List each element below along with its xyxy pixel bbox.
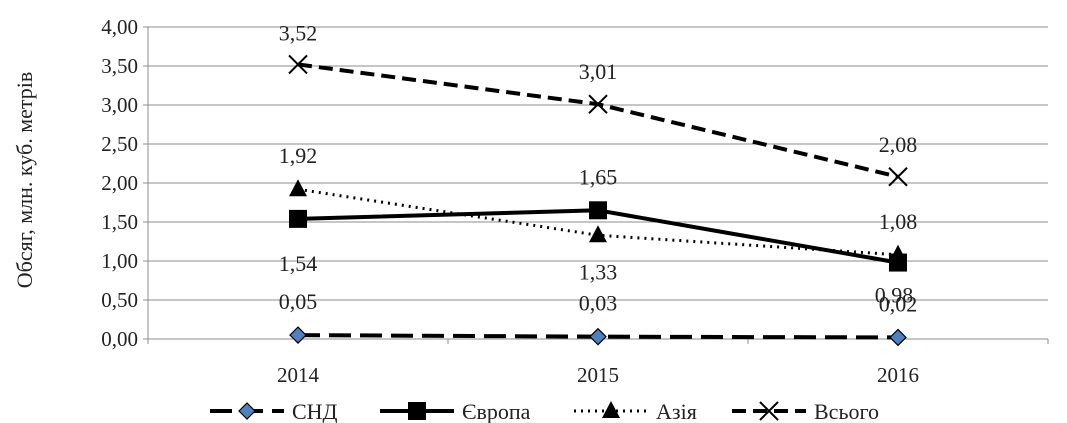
y-tick-label: 1,50 bbox=[101, 210, 138, 234]
data-label: 2,08 bbox=[879, 132, 918, 157]
x-marker-stroke bbox=[288, 54, 308, 75]
triangle-marker bbox=[889, 244, 907, 262]
x-tick-label: 2016 bbox=[877, 363, 919, 387]
data-label: 0,05 bbox=[279, 289, 318, 314]
square-marker bbox=[408, 402, 426, 420]
diamond-marker bbox=[238, 402, 256, 420]
legend-label: Європа bbox=[462, 399, 531, 423]
x-marker-stroke bbox=[588, 94, 608, 114]
legend: СНД Європа Азія Всього bbox=[210, 399, 879, 423]
data-label: 3,01 bbox=[579, 59, 618, 84]
x-marker-stroke bbox=[759, 401, 779, 421]
y-tick-label: 2,00 bbox=[101, 171, 138, 195]
data-label: 1,65 bbox=[579, 164, 618, 189]
y-tick-label: 0,50 bbox=[101, 288, 138, 312]
x-tick-label: 2015 bbox=[577, 363, 619, 387]
x-marker bbox=[588, 94, 608, 114]
legend-item: Європа bbox=[380, 399, 531, 423]
series-group bbox=[288, 54, 908, 347]
data-label: 0,98 bbox=[875, 283, 914, 308]
data-label: 1,54 bbox=[279, 251, 318, 276]
y-axis-tick-labels: 0,00 0,50 1,00 1,50 2,00 2,50 3,00 3,50 4,00 bbox=[101, 15, 138, 351]
legend-item: Всього bbox=[732, 399, 879, 423]
y-tick-label: 3,00 bbox=[101, 93, 138, 117]
x-marker bbox=[288, 54, 308, 75]
legend-item: СНД bbox=[210, 399, 338, 423]
diamond-marker bbox=[889, 328, 907, 347]
legend-label: Азія bbox=[656, 399, 697, 423]
triangle-marker bbox=[602, 401, 620, 418]
x-tick-label: 2014 bbox=[277, 363, 320, 387]
diamond-marker bbox=[289, 326, 307, 344]
series-diamond bbox=[289, 326, 907, 347]
diamond-marker bbox=[589, 327, 607, 346]
data-label: 3,52 bbox=[279, 20, 318, 45]
data-labels: 0,05 0,03 0,02 1,54 1,65 0,98 1,92 1,33 1,08 3,52… bbox=[279, 20, 918, 316]
y-tick-label: 2,50 bbox=[101, 132, 138, 156]
y-tick-label: 4,00 bbox=[101, 15, 138, 39]
series-x bbox=[288, 54, 908, 187]
series-triangle bbox=[289, 179, 907, 262]
data-label: 1,08 bbox=[879, 209, 918, 234]
x-marker bbox=[888, 167, 908, 187]
y-axis-label: Обсяг, млн. куб. метрів bbox=[12, 72, 37, 289]
triangle-marker bbox=[589, 225, 607, 243]
triangle-marker bbox=[289, 179, 307, 197]
legend-item: Азія bbox=[574, 399, 697, 423]
x-marker-stroke bbox=[888, 167, 908, 187]
x-axis-tick-labels: 2014 2015 2016 bbox=[277, 363, 919, 387]
y-tick-label: 3,50 bbox=[101, 54, 138, 78]
y-tick-label: 0,00 bbox=[101, 327, 138, 351]
square-marker bbox=[289, 209, 307, 228]
data-label: 1,33 bbox=[579, 259, 618, 284]
square-marker bbox=[589, 201, 607, 220]
data-label: 1,92 bbox=[279, 143, 318, 168]
legend-label: СНД bbox=[292, 399, 338, 423]
legend-label: Всього bbox=[814, 399, 879, 423]
data-label: 0,03 bbox=[579, 291, 618, 316]
x-marker bbox=[759, 401, 779, 421]
data-label: 0,02 bbox=[879, 291, 918, 316]
y-tick-label: 1,00 bbox=[101, 249, 138, 273]
